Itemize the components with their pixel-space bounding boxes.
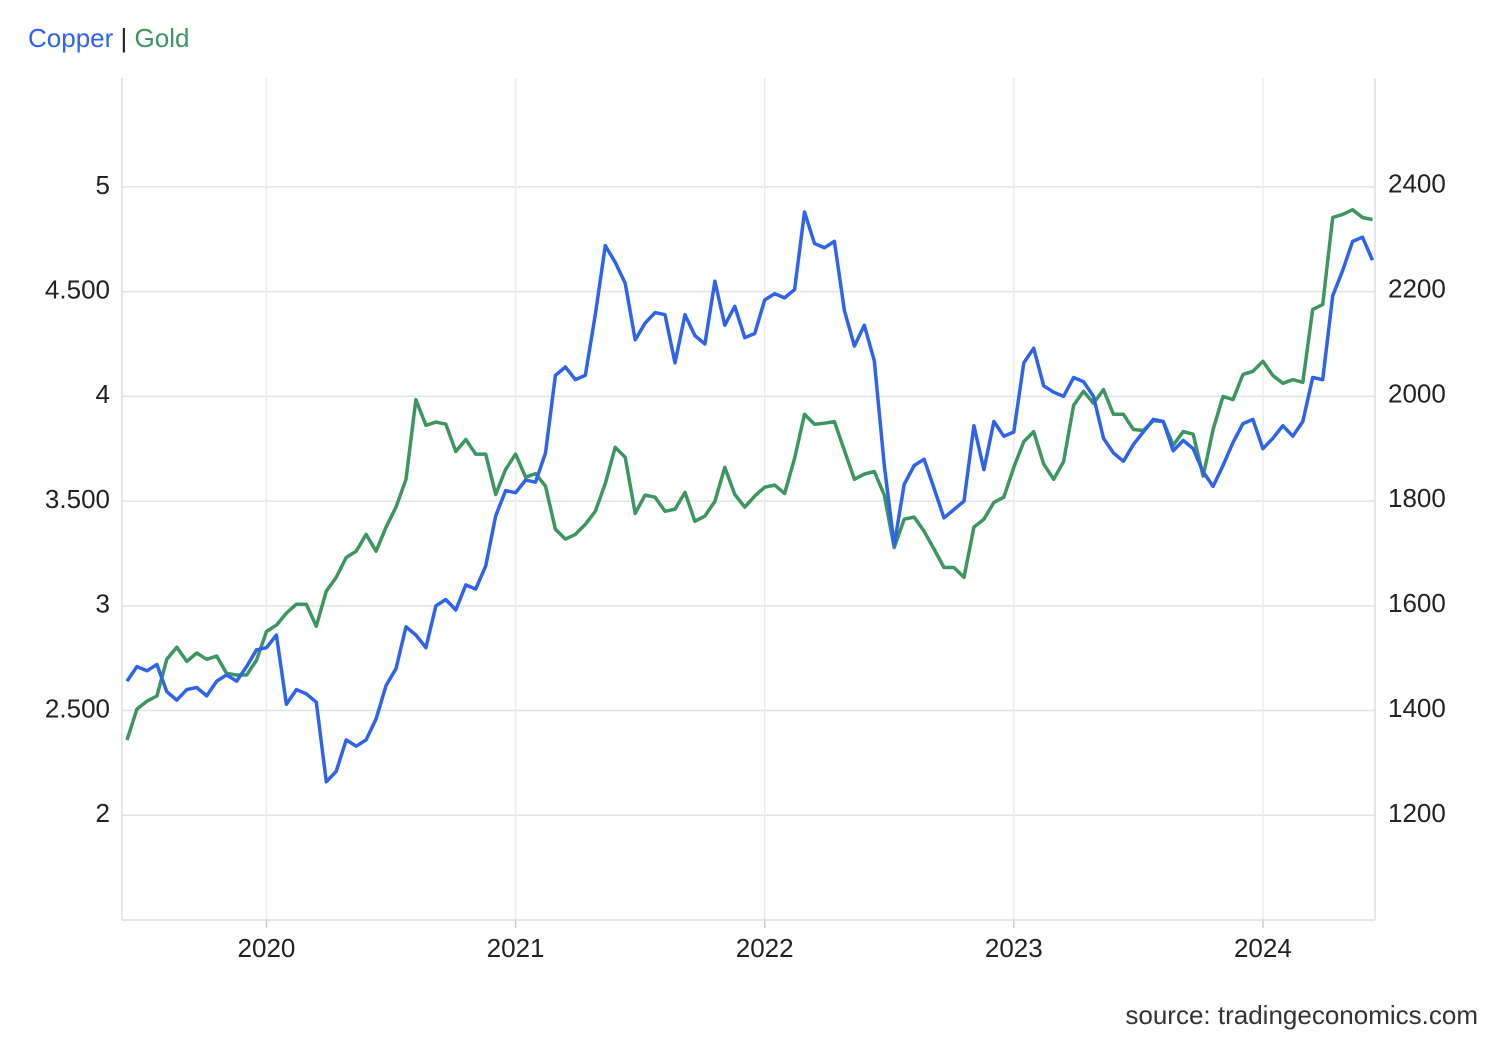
y-tick-label: 3	[96, 589, 110, 619]
y-tick-label: 2.500	[45, 693, 110, 723]
x-tick-label: 2024	[1234, 933, 1292, 963]
y-tick-label: 3.500	[45, 484, 110, 514]
y2-tick-label: 2400	[1388, 168, 1446, 198]
y-tick-label: 5	[96, 170, 110, 200]
legend-gold: Gold	[135, 23, 190, 53]
y2-tick-label: 1800	[1388, 483, 1446, 513]
y2-tick-label: 1600	[1388, 588, 1446, 618]
y-tick-label: 4.500	[45, 275, 110, 305]
series-line	[125, 210, 1375, 784]
x-tick-label: 2022	[736, 933, 794, 963]
y2-tick-label: 1400	[1388, 693, 1446, 723]
y2-tick-label: 1200	[1388, 798, 1446, 828]
x-tick-label: 2023	[985, 933, 1043, 963]
series-line	[125, 207, 1373, 741]
legend-copper: Copper	[28, 23, 114, 53]
chart-legend: Copper | Gold	[28, 23, 189, 53]
y2-tick-label: 2000	[1388, 378, 1446, 408]
y2-tick-label: 2200	[1388, 273, 1446, 303]
y-tick-label: 4	[96, 379, 110, 409]
x-tick-label: 2021	[487, 933, 545, 963]
source-note: source: tradingeconomics.com	[1125, 1000, 1478, 1030]
legend-separator: |	[121, 23, 128, 53]
x-tick-label: 2020	[238, 933, 296, 963]
y-tick-label: 2	[96, 798, 110, 828]
